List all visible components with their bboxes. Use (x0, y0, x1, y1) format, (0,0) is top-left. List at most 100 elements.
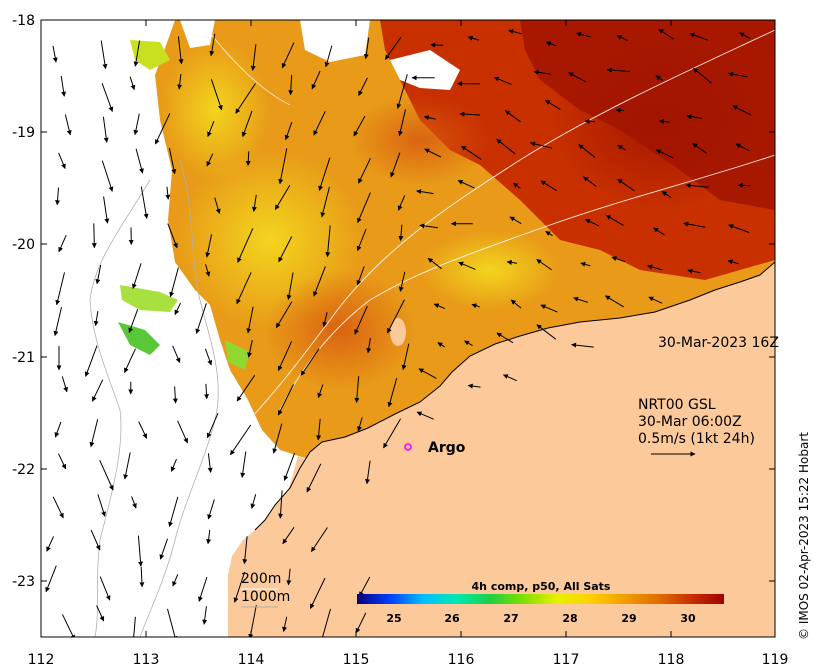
current-vector (278, 148, 288, 185)
current-vector (204, 383, 210, 400)
current-vector (493, 76, 512, 86)
current-vector (89, 419, 99, 448)
current-vector (90, 529, 101, 551)
current-vector (288, 74, 294, 96)
current-vector (689, 32, 709, 41)
current-vector (306, 463, 322, 493)
current-vector (205, 264, 211, 277)
current-vectors (45, 28, 752, 637)
current-vector (233, 571, 246, 603)
current-vector (320, 186, 330, 218)
current-vector (58, 453, 67, 470)
current-vector (124, 348, 136, 373)
current-vector (250, 44, 257, 71)
current-vector (133, 616, 136, 637)
current-vector (536, 324, 557, 340)
current-vector (460, 145, 482, 160)
current-vector (318, 157, 331, 191)
current-vector (198, 576, 208, 602)
current-vector (655, 149, 675, 159)
current-vector (313, 111, 326, 136)
sst-field (118, 20, 775, 458)
lon-tick-label: 113 (133, 652, 160, 668)
current-vector (204, 348, 213, 366)
current-vector (471, 303, 480, 309)
current-vector (284, 122, 293, 141)
lat-tick-label: -23 (12, 574, 35, 590)
current-vector (530, 141, 553, 149)
current-vector (250, 494, 257, 509)
current-vector (611, 256, 626, 263)
argo-marker (404, 443, 412, 451)
current-vector (387, 377, 398, 408)
current-vector (58, 152, 66, 170)
current-vector (281, 42, 295, 69)
argo-label: Argo (428, 440, 466, 456)
current-vector (419, 223, 439, 229)
current-vector (95, 264, 102, 285)
current-vector (240, 451, 247, 478)
island (390, 318, 406, 346)
current-vector (177, 74, 183, 90)
current-vector (502, 374, 517, 382)
current-vector (55, 272, 65, 306)
colorbar-title: 4h comp, p50, All Sats (472, 580, 611, 593)
current-vector (464, 340, 473, 347)
current-vector (309, 577, 326, 609)
current-vector (138, 421, 148, 439)
current-vector (356, 228, 367, 252)
current-vector (358, 77, 368, 96)
current-vector (52, 496, 64, 519)
current-vector (159, 538, 168, 560)
current-vector (246, 306, 254, 334)
current-vector (242, 536, 248, 565)
current-vector (177, 36, 184, 65)
current-vector (205, 234, 213, 258)
current-vector (580, 261, 591, 267)
current-vector (430, 42, 444, 48)
current-vector (324, 45, 333, 68)
colorbar-tick-label: 28 (562, 612, 577, 625)
lat-tick-label: -19 (12, 125, 35, 141)
current-vector (61, 376, 69, 393)
current-vector (658, 118, 670, 124)
current-vector (655, 75, 664, 82)
current-vector (508, 29, 522, 35)
current-vector (131, 263, 142, 289)
current-vector (278, 490, 284, 519)
coastline (254, 261, 775, 531)
current-vector (398, 271, 406, 292)
current-vector (58, 234, 67, 253)
current-vector (310, 527, 328, 553)
current-vector (571, 342, 594, 348)
current-vector (172, 386, 178, 404)
colorbar: 4h comp, p50, All Sats 25 26 27 28 29 30 (357, 580, 724, 625)
vector-label-line2: 30-Mar 06:00Z (638, 414, 742, 430)
colorbar-tick-label: 27 (503, 612, 518, 625)
current-vector (313, 266, 326, 297)
current-vector (457, 180, 475, 189)
credit-text: © IMOS 02-Apr-2023 15:22 Hobart (797, 432, 811, 640)
current-vector (496, 332, 514, 344)
current-vector (575, 31, 591, 38)
current-vector (99, 576, 111, 601)
current-vector (687, 268, 701, 274)
current-vector (467, 383, 481, 389)
current-vector (510, 299, 522, 309)
current-vector (353, 115, 366, 137)
current-vector (209, 33, 216, 57)
colorbar-ramp (357, 594, 724, 604)
lon-tick-label: 119 (762, 652, 789, 668)
colorbar-tick-label: 29 (621, 612, 636, 625)
current-vector (133, 113, 140, 136)
current-vector (683, 221, 706, 228)
current-vector (661, 191, 672, 199)
timestamp-label: 30-Mar-2023 16Z (658, 335, 779, 351)
current-vector (686, 114, 702, 120)
current-vector (206, 153, 214, 167)
current-vector (229, 424, 252, 456)
current-vector (692, 142, 707, 154)
current-vector (97, 494, 106, 517)
current-vector (458, 261, 476, 270)
current-vector (685, 183, 710, 188)
